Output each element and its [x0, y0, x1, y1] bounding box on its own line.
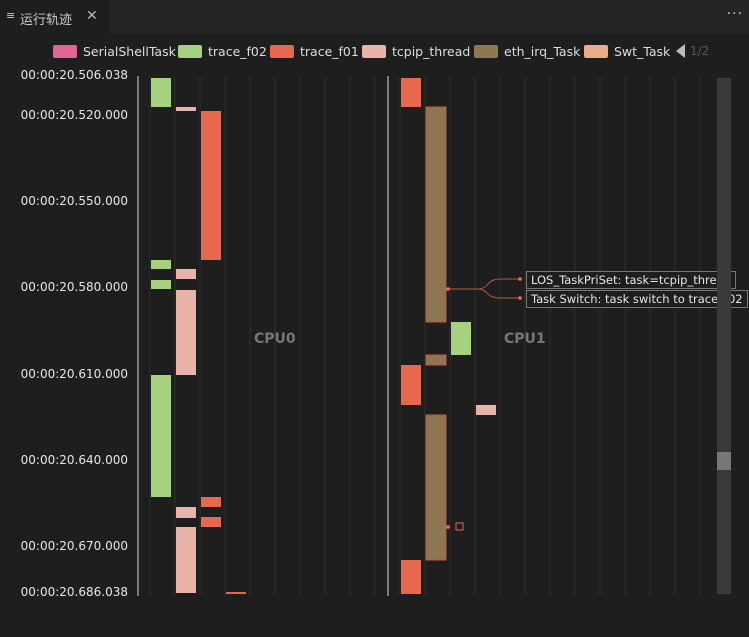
tab-title: 运行轨迹 [20, 13, 73, 28]
task-bar-trace-f01[interactable] [201, 517, 221, 527]
legend: SerialShellTask trace_f02 trace_f01 tcpi… [0, 40, 749, 64]
close-icon[interactable]: ✕ [86, 8, 98, 24]
task-bar-eth-irq-task[interactable] [425, 414, 447, 561]
scrollbar-track[interactable] [717, 78, 731, 594]
legend-swatch [362, 45, 386, 58]
time-label: 00:00:20.550.000 [20, 194, 128, 208]
task-bar-eth-irq-task[interactable] [425, 106, 447, 323]
task-bar-trace-f01[interactable] [401, 560, 421, 594]
time-label: 00:00:20.520.000 [20, 108, 128, 122]
more-actions-icon[interactable]: ··· [726, 6, 743, 22]
legend-item-swt-task[interactable]: Swt_Task [584, 43, 670, 61]
task-bar-tcpip-thread[interactable] [176, 107, 196, 111]
legend-swatch [584, 45, 608, 58]
task-bar-trace-f02[interactable] [151, 78, 171, 107]
task-bar-tcpip-thread[interactable] [176, 269, 196, 279]
task-bar-trace-f02[interactable] [451, 322, 471, 355]
tab-bar: ≡ 运行轨迹 ✕ ··· [0, 0, 749, 34]
task-bar-trace-f01[interactable] [401, 365, 421, 405]
legend-swatch [53, 45, 77, 58]
list-icon: ≡ [6, 9, 16, 22]
task-bar-trace-f01[interactable] [226, 592, 246, 594]
legend-label: tcpip_thread [392, 44, 471, 59]
task-bar-trace-f01[interactable] [201, 111, 221, 260]
legend-item-trace-f01[interactable]: trace_f01 [270, 43, 359, 61]
time-label: 00:00:20.506.038 [20, 68, 128, 82]
cpu0-label: CPU0 [254, 331, 296, 347]
legend-item-tcpip-thread[interactable]: tcpip_thread [362, 43, 471, 61]
task-bar-tcpip-thread[interactable] [176, 507, 196, 518]
legend-swatch [270, 45, 294, 58]
legend-prev-page-icon[interactable] [676, 44, 685, 58]
legend-label: Swt_Task [614, 44, 671, 59]
legend-label: trace_f02 [208, 44, 267, 59]
legend-label: eth_irq_Task [504, 44, 581, 59]
legend-label: trace_f01 [300, 44, 359, 59]
tooltip-task-priset[interactable]: LOS_TaskPriSet: task=tcpip_thread [526, 271, 736, 289]
task-bar-trace-f02[interactable] [151, 260, 171, 269]
task-bar-trace-f02[interactable] [151, 280, 171, 289]
cpu1-label: CPU1 [504, 331, 546, 347]
task-bar-tcpip-thread[interactable] [476, 405, 496, 415]
task-bar-trace-f01[interactable] [201, 497, 221, 507]
tab-trace[interactable]: ≡ 运行轨迹 ✕ [0, 0, 110, 34]
legend-swatch [474, 45, 498, 58]
tooltip-connectors [446, 277, 522, 531]
task-bar-trace-f01[interactable] [401, 78, 421, 107]
legend-item-serialshelltask[interactable]: SerialShellTask [53, 43, 176, 61]
legend-item-trace-f02[interactable]: trace_f02 [178, 43, 267, 61]
task-bar-tcpip-thread[interactable] [176, 527, 196, 593]
task-bar-tcpip-thread[interactable] [176, 290, 196, 375]
legend-item-eth-irq-task[interactable]: eth_irq_Task [474, 43, 581, 61]
task-bar-trace-f02[interactable] [151, 375, 171, 497]
time-label: 00:00:20.670.000 [20, 539, 128, 553]
time-label: 00:00:20.610.000 [20, 367, 128, 381]
time-label: 00:00:20.686.038 [20, 585, 128, 599]
time-label: 00:00:20.580.000 [20, 280, 128, 294]
legend-swatch [178, 45, 202, 58]
task-bar-eth-irq-task[interactable] [425, 354, 447, 366]
legend-page-indicator: 1/2 [690, 44, 710, 58]
scrollbar-thumb[interactable] [717, 452, 731, 470]
legend-label: SerialShellTask [83, 44, 176, 59]
time-label: 00:00:20.640.000 [20, 453, 128, 467]
tooltip-task-switch[interactable]: Task Switch: task switch to trace_f02 [526, 290, 748, 308]
